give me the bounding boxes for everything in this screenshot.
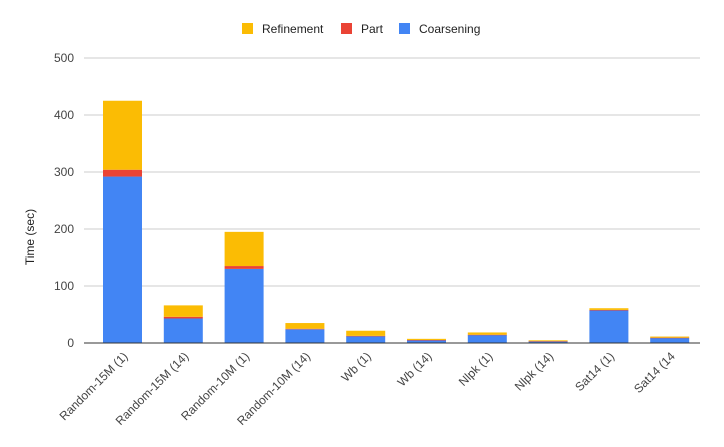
bar-segment-refinement — [224, 231, 264, 267]
bar-stack — [163, 305, 203, 343]
bar-segment-coarsening — [224, 268, 264, 343]
x-tick-label: Sat14 (1) — [572, 349, 617, 394]
bar-segment-refinement — [407, 338, 446, 340]
bar-segment-coarsening — [103, 176, 142, 343]
x-tick-label: Sat14 (14 — [631, 349, 678, 396]
bars — [103, 100, 690, 343]
bar-segment-part — [285, 328, 325, 330]
bar-segment-part — [346, 335, 386, 337]
bar-segment-refinement — [589, 308, 629, 310]
bar-segment-part — [103, 169, 142, 177]
bar-stack — [589, 308, 629, 343]
bar-stack — [407, 338, 446, 343]
bar-segment-coarsening — [346, 336, 386, 343]
bar-stack — [467, 332, 507, 343]
legend-label-refinement: Refinement — [262, 22, 324, 36]
bar-segment-coarsening — [407, 340, 446, 343]
x-tick-labels: Random-15M (1)Random-15M (14)Random-10M … — [57, 349, 678, 428]
y-tick-label: 500 — [54, 51, 74, 65]
bar-segment-refinement — [285, 323, 325, 329]
bar-segment-coarsening — [589, 310, 629, 343]
bar-segment-coarsening — [650, 337, 690, 343]
bar-segment-part — [589, 309, 629, 311]
bar-segment-refinement — [103, 100, 142, 170]
y-tick-label: 0 — [67, 336, 74, 350]
legend-label-part: Part — [361, 22, 384, 36]
y-tick-label: 300 — [54, 165, 74, 179]
bar-segment-coarsening — [163, 318, 203, 343]
bar-stack — [285, 323, 325, 343]
bar-stack — [528, 340, 568, 343]
y-axis-title: Time (sec) — [23, 209, 37, 265]
gridlines — [84, 57, 700, 287]
bar-segment-part — [528, 341, 568, 342]
bar-segment-refinement — [163, 305, 203, 317]
bar-stack — [103, 100, 142, 343]
legend-swatch-coarsening — [399, 23, 410, 34]
bar-segment-coarsening — [528, 341, 568, 343]
y-tick-label: 400 — [54, 108, 74, 122]
legend-label-coarsening: Coarsening — [419, 22, 480, 36]
x-tick-label: Wb (14) — [395, 349, 435, 389]
bar-segment-part — [163, 316, 203, 319]
bar-segment-part — [224, 266, 264, 269]
bar-segment-refinement — [467, 332, 507, 335]
x-tick-label: Wb (1) — [338, 349, 373, 384]
bar-stack — [650, 336, 690, 343]
x-tick-label: Nlpk (1) — [456, 349, 496, 389]
y-tick-labels: 0 100 200 300 400 500 — [54, 51, 74, 350]
bar-segment-part — [467, 334, 507, 336]
y-tick-label: 100 — [54, 279, 74, 293]
bar-segment-refinement — [650, 336, 690, 338]
bar-stack — [346, 330, 386, 343]
legend-swatch-part — [341, 23, 352, 34]
x-tick-label: Nlpk (14) — [512, 349, 556, 393]
legend: Refinement Part Coarsening — [242, 22, 480, 36]
bar-segment-part — [650, 337, 690, 339]
legend-swatch-refinement — [242, 23, 253, 34]
bar-segment-refinement — [346, 330, 386, 336]
bar-segment-coarsening — [285, 329, 325, 343]
bar-segment-coarsening — [467, 335, 507, 343]
bar-segment-part — [407, 339, 446, 341]
bar-segment-refinement — [528, 340, 568, 342]
bar-stack — [224, 231, 264, 343]
y-tick-label: 200 — [54, 222, 74, 236]
